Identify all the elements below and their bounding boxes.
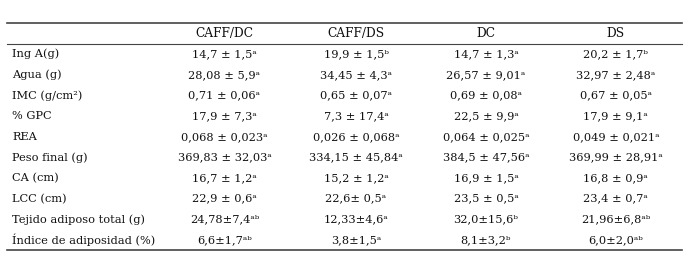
Text: 0,026 ± 0,068ᵃ: 0,026 ± 0,068ᵃ bbox=[313, 132, 399, 142]
Text: 0,67 ± 0,05ᵃ: 0,67 ± 0,05ᵃ bbox=[580, 91, 652, 100]
Text: 0,068 ± 0,023ᵃ: 0,068 ± 0,023ᵃ bbox=[182, 132, 268, 142]
Text: 3,8±1,5ᵃ: 3,8±1,5ᵃ bbox=[331, 235, 381, 245]
Text: 6,0±2,0ᵃᵇ: 6,0±2,0ᵃᵇ bbox=[588, 235, 643, 245]
Text: CAFF/DC: CAFF/DC bbox=[195, 27, 253, 40]
Text: 0,65 ± 0,07ᵃ: 0,65 ± 0,07ᵃ bbox=[320, 91, 392, 100]
Text: 384,5 ± 47,56ᵃ: 384,5 ± 47,56ᵃ bbox=[443, 152, 529, 162]
Text: 17,9 ± 7,3ᵃ: 17,9 ± 7,3ᵃ bbox=[192, 111, 257, 121]
Text: 16,8 ± 0,9ᵃ: 16,8 ± 0,9ᵃ bbox=[584, 173, 648, 183]
Text: 14,7 ± 1,3ᵃ: 14,7 ± 1,3ᵃ bbox=[453, 49, 519, 59]
Text: Ing A(g): Ing A(g) bbox=[12, 49, 60, 59]
Text: 23,5 ± 0,5ᵃ: 23,5 ± 0,5ᵃ bbox=[453, 194, 519, 204]
Text: 32,97 ± 2,48ᵃ: 32,97 ± 2,48ᵃ bbox=[576, 70, 656, 80]
Text: 32,0±15,6ᵇ: 32,0±15,6ᵇ bbox=[453, 214, 519, 224]
Text: 22,6± 0,5ᵃ: 22,6± 0,5ᵃ bbox=[325, 194, 386, 204]
Text: 14,7 ± 1,5ᵃ: 14,7 ± 1,5ᵃ bbox=[192, 49, 257, 59]
Text: 34,45 ± 4,3ᵃ: 34,45 ± 4,3ᵃ bbox=[320, 70, 392, 80]
Text: 0,71 ± 0,06ᵃ: 0,71 ± 0,06ᵃ bbox=[188, 91, 260, 100]
Text: CAFF/DS: CAFF/DS bbox=[327, 27, 384, 40]
Text: DC: DC bbox=[476, 27, 495, 40]
Text: 0,049 ± 0,021ᵃ: 0,049 ± 0,021ᵃ bbox=[573, 132, 659, 142]
Text: 21,96±6,8ᵃᵇ: 21,96±6,8ᵃᵇ bbox=[581, 214, 651, 224]
Text: 16,7 ± 1,2ᵃ: 16,7 ± 1,2ᵃ bbox=[192, 173, 257, 183]
Text: 19,9 ± 1,5ᵇ: 19,9 ± 1,5ᵇ bbox=[323, 49, 388, 59]
Text: 0,69 ± 0,08ᵃ: 0,69 ± 0,08ᵃ bbox=[450, 91, 522, 100]
Text: Agua (g): Agua (g) bbox=[12, 70, 62, 80]
Text: 7,3 ± 17,4ᵃ: 7,3 ± 17,4ᵃ bbox=[323, 111, 388, 121]
Text: DS: DS bbox=[607, 27, 625, 40]
Text: 15,2 ± 1,2ᵃ: 15,2 ± 1,2ᵃ bbox=[323, 173, 388, 183]
Text: 23,4 ± 0,7ᵃ: 23,4 ± 0,7ᵃ bbox=[584, 194, 648, 204]
Text: Índice de adiposidad (%): Índice de adiposidad (%) bbox=[12, 234, 155, 246]
Text: 26,57 ± 9,01ᵃ: 26,57 ± 9,01ᵃ bbox=[447, 70, 525, 80]
Text: REA: REA bbox=[12, 132, 37, 142]
Text: CA (cm): CA (cm) bbox=[12, 173, 59, 183]
Text: 28,08 ± 5,9ᵃ: 28,08 ± 5,9ᵃ bbox=[188, 70, 260, 80]
Text: 0,064 ± 0,025ᵃ: 0,064 ± 0,025ᵃ bbox=[443, 132, 529, 142]
Text: 369,83 ± 32,03ᵃ: 369,83 ± 32,03ᵃ bbox=[177, 152, 271, 162]
Text: 16,9 ± 1,5ᵃ: 16,9 ± 1,5ᵃ bbox=[453, 173, 519, 183]
Text: 17,9 ± 9,1ᵃ: 17,9 ± 9,1ᵃ bbox=[584, 111, 648, 121]
Text: Tejido adiposo total (g): Tejido adiposo total (g) bbox=[12, 214, 145, 224]
Text: LCC (cm): LCC (cm) bbox=[12, 194, 67, 204]
Text: 24,78±7,4ᵃᵇ: 24,78±7,4ᵃᵇ bbox=[190, 214, 259, 224]
Text: 334,15 ± 45,84ᵃ: 334,15 ± 45,84ᵃ bbox=[309, 152, 403, 162]
Text: 22,9 ± 0,6ᵃ: 22,9 ± 0,6ᵃ bbox=[192, 194, 257, 204]
Text: IMC (g/cm²): IMC (g/cm²) bbox=[12, 90, 83, 101]
Text: 12,33±4,6ᵃ: 12,33±4,6ᵃ bbox=[323, 214, 388, 224]
Text: % GPC: % GPC bbox=[12, 111, 52, 121]
Text: 22,5 ± 9,9ᵃ: 22,5 ± 9,9ᵃ bbox=[453, 111, 519, 121]
Text: 369,99 ± 28,91ᵃ: 369,99 ± 28,91ᵃ bbox=[569, 152, 662, 162]
Text: 8,1±3,2ᵇ: 8,1±3,2ᵇ bbox=[460, 235, 511, 245]
Text: Peso final (g): Peso final (g) bbox=[12, 152, 88, 163]
Text: 20,2 ± 1,7ᵇ: 20,2 ± 1,7ᵇ bbox=[584, 49, 648, 59]
Text: 6,6±1,7ᵃᵇ: 6,6±1,7ᵃᵇ bbox=[197, 235, 252, 245]
